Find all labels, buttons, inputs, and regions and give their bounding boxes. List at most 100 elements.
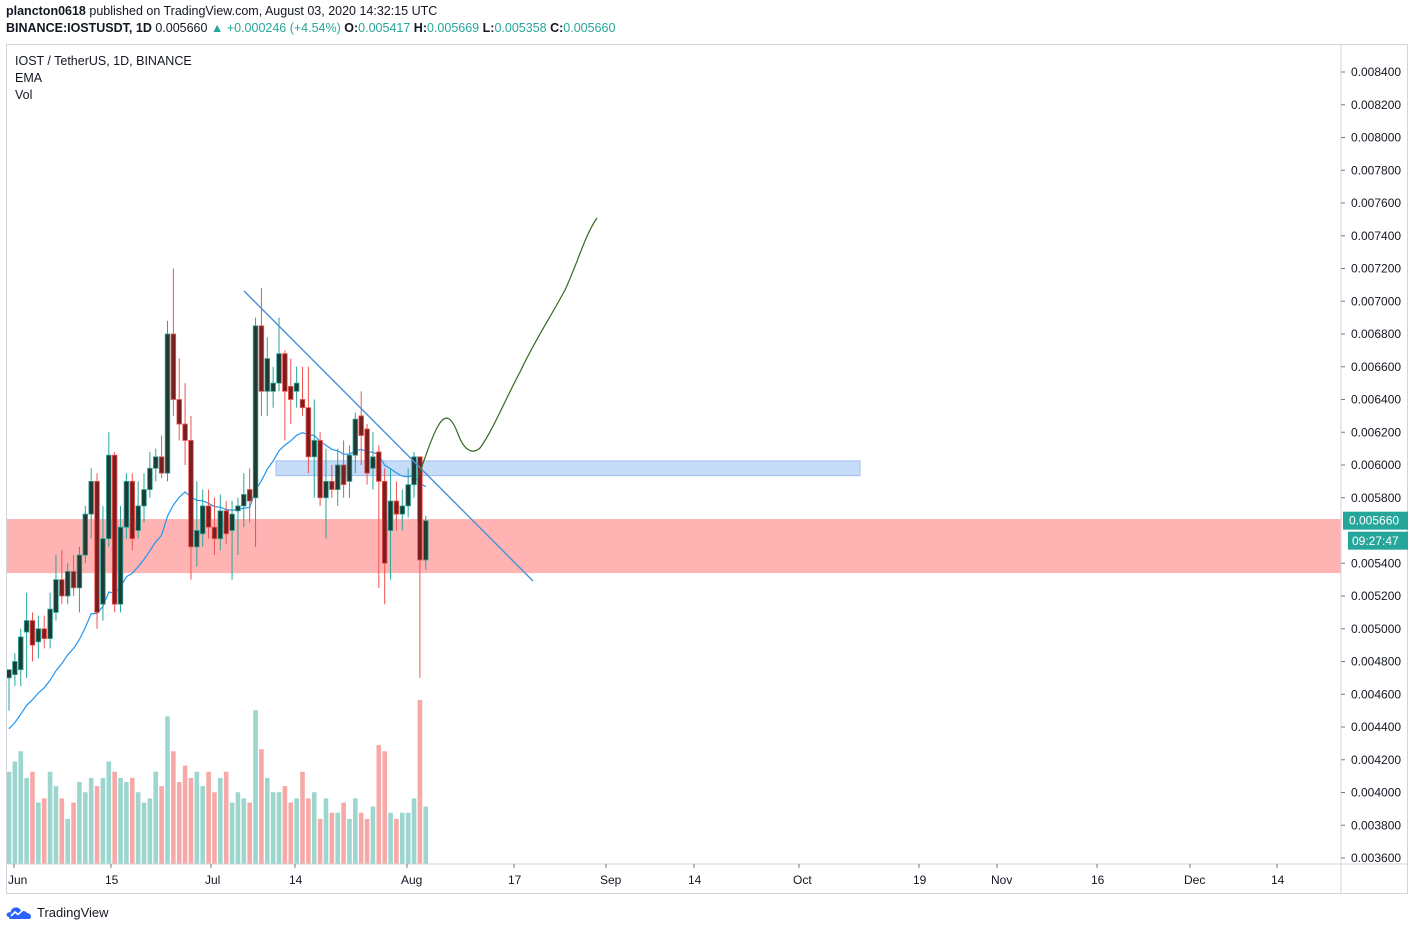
price-change: +0.000246 (+4.54%): [226, 21, 341, 35]
candle-body: [417, 456, 423, 561]
price-tick-label: 0.006200: [1351, 425, 1401, 439]
price-tick-label: 0.004200: [1351, 753, 1401, 767]
volume-bar: [176, 782, 182, 864]
candle-body: [65, 571, 71, 597]
candle-body: [94, 480, 100, 613]
candle-body: [317, 440, 323, 499]
volume-bar: [423, 806, 429, 864]
volume-bar: [153, 771, 159, 864]
candle-body: [352, 418, 359, 456]
candle-body: [41, 628, 47, 639]
legend-vol[interactable]: Vol: [15, 88, 33, 102]
candle-body: [423, 520, 429, 561]
candle-body: [381, 480, 388, 564]
low-value: 0.005358: [494, 21, 547, 35]
candle-body: [393, 500, 400, 515]
time-tick-label: Jun: [8, 873, 27, 887]
candle-body: [241, 494, 247, 507]
volume-bar: [223, 771, 229, 864]
volume-bar: [329, 812, 335, 864]
candle-body: [35, 628, 42, 643]
candle-body: [123, 480, 130, 528]
volume-bar: [300, 771, 305, 864]
volume-bar: [7, 771, 12, 864]
price-tick-label: 0.005800: [1351, 491, 1401, 505]
volume-bar: [188, 777, 194, 864]
chart-pane[interactable]: [6, 44, 1408, 894]
candle-body: [288, 385, 294, 400]
close-value: 0.005660: [563, 21, 616, 35]
candle-body: [70, 571, 77, 589]
last-price-label: 0.005660: [1349, 514, 1399, 528]
volume-bar: [159, 786, 164, 864]
candle-body: [59, 579, 65, 597]
footer-brand: TradingView: [37, 904, 109, 920]
volume-bar: [47, 771, 53, 864]
candle-body: [246, 489, 253, 502]
candle-body: [305, 407, 312, 458]
price-tick-label: 0.007200: [1351, 262, 1401, 276]
time-tick-label: 14: [289, 873, 303, 887]
volume-bar: [247, 802, 252, 864]
candle-body: [158, 456, 165, 474]
price-tick-label: 0.006800: [1351, 327, 1401, 341]
open-value: 0.005417: [358, 21, 411, 35]
candle-body: [223, 510, 229, 535]
countdown-tag: [1348, 531, 1408, 550]
candle-body: [405, 484, 411, 507]
volume-bar: [288, 802, 294, 864]
volume-bar: [229, 802, 235, 864]
time-tick-label: 19: [913, 873, 927, 887]
symbol-label: BINANCE:IOSTUSDT, 1D: [6, 21, 152, 35]
price-tick-label: 0.008400: [1351, 65, 1401, 79]
volume-bar: [212, 792, 217, 864]
candle-body: [7, 669, 12, 679]
volume-bar: [30, 771, 35, 864]
close-label: C:: [550, 21, 564, 35]
volume-bar: [370, 806, 376, 864]
candle-body: [276, 353, 282, 384]
legend-ema[interactable]: EMA: [15, 71, 43, 85]
candle-body: [135, 505, 141, 531]
time-tick-label: Sep: [600, 873, 622, 887]
up-arrow-icon: ▲: [210, 21, 224, 35]
price-tick-label: 0.003600: [1351, 851, 1401, 865]
volume-bar: [77, 782, 82, 864]
volume-bar: [353, 798, 358, 864]
time-tick-label: Jul: [205, 873, 220, 887]
volume-bar: [341, 802, 346, 864]
candle-body: [346, 454, 353, 482]
volume-bar: [317, 818, 323, 864]
publish-info: plancton0618 published on TradingView.co…: [6, 4, 437, 18]
candle-body: [188, 440, 194, 548]
candle-body: [311, 440, 317, 458]
price-tick-label: 0.004400: [1351, 720, 1401, 734]
tradingview-footer[interactable]: TradingView: [6, 903, 109, 921]
volume-bar: [394, 818, 399, 864]
candle-body: [153, 456, 159, 469]
last-price: 0.005660: [155, 21, 208, 35]
candle-body: [387, 500, 394, 531]
volume-bar: [294, 798, 299, 864]
candle-body: [340, 464, 347, 486]
price-tick-label: 0.005200: [1351, 589, 1401, 603]
countdown-label: 09:27:47: [1352, 534, 1399, 548]
candle-body: [194, 530, 200, 548]
volume-bar: [83, 792, 88, 864]
time-tick-label: 17: [508, 873, 522, 887]
volume-bar: [18, 751, 24, 864]
candle-body: [53, 579, 59, 613]
publisher-name[interactable]: plancton0618: [6, 4, 86, 18]
candle-body: [18, 636, 24, 671]
candle-body: [235, 505, 241, 512]
projection-curve: [417, 217, 598, 477]
descending-trendline: [243, 290, 534, 582]
volume-bar: [364, 818, 370, 864]
candle-body: [323, 480, 329, 499]
candle-body: [217, 510, 224, 540]
volume-bar: [141, 802, 147, 864]
published-text: published on TradingView.com, August 03,…: [89, 4, 438, 18]
volume-bar: [259, 749, 264, 864]
volume-bar: [36, 802, 41, 864]
